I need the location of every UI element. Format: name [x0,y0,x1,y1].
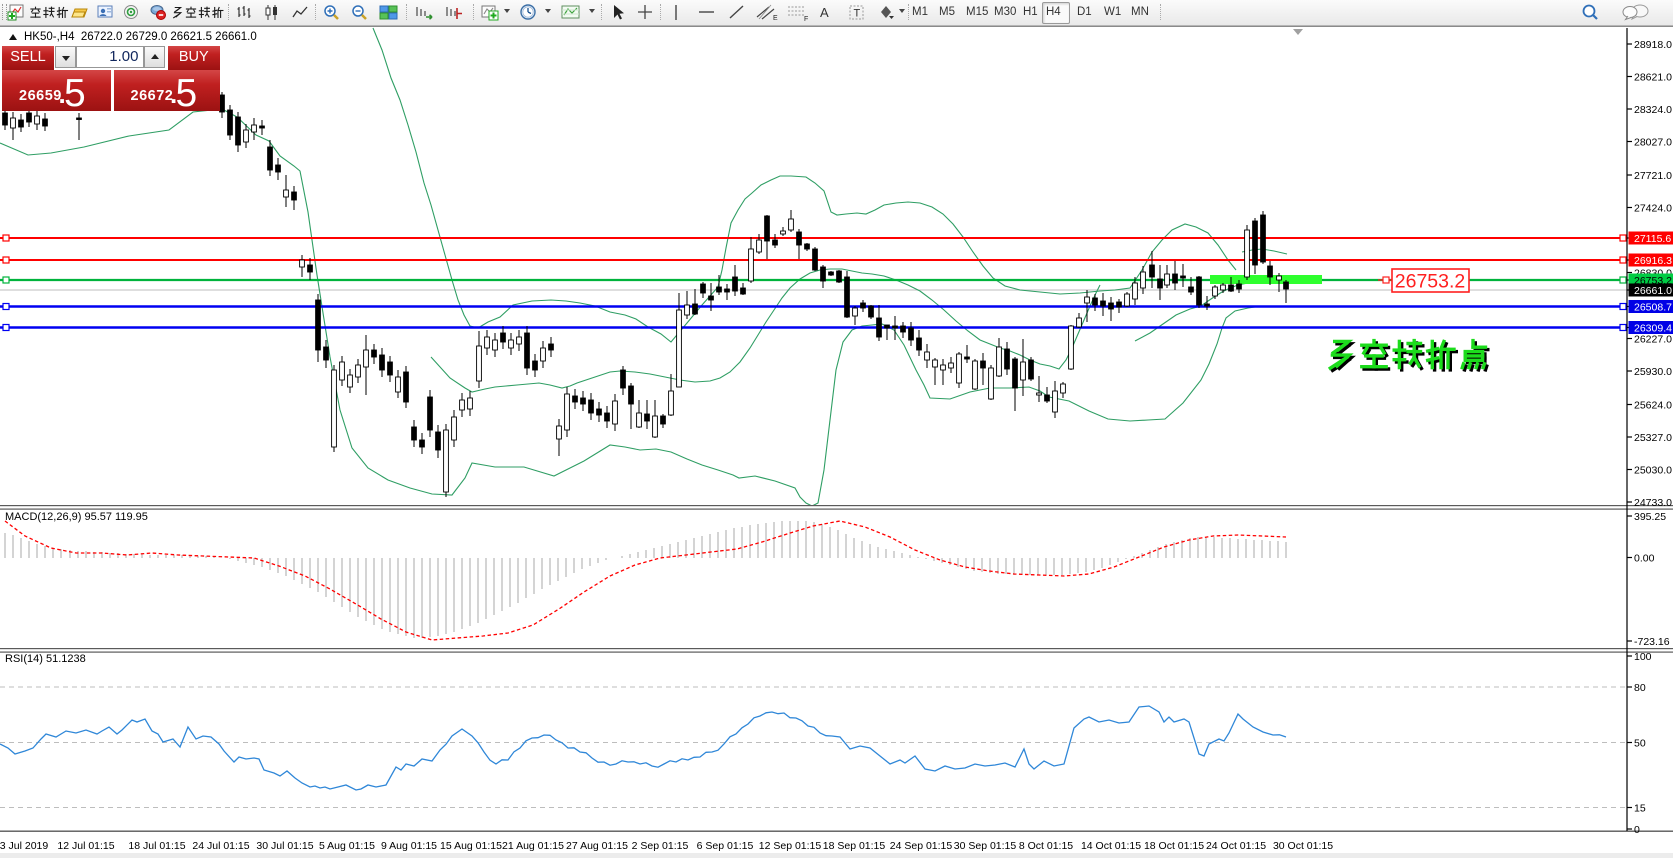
svg-text:24 Oct 01:15: 24 Oct 01:15 [1206,840,1266,852]
svg-text:15: 15 [1634,803,1646,815]
svg-text:26916.3: 26916.3 [1634,255,1672,267]
svg-text:15 Aug 01:15: 15 Aug 01:15 [440,840,502,852]
svg-text:18 Sep 01:15: 18 Sep 01:15 [823,840,886,852]
svg-text:27 Aug 01:15: 27 Aug 01:15 [566,840,628,852]
svg-text:25327.0: 25327.0 [1634,432,1672,444]
svg-text:30 Jul 01:15: 30 Jul 01:15 [256,840,313,852]
svg-text:24 Jul 01:15: 24 Jul 01:15 [192,840,249,852]
svg-text:26661.0: 26661.0 [1634,285,1672,297]
svg-text:0: 0 [1634,824,1640,836]
svg-text:24733.0: 24733.0 [1634,497,1672,509]
svg-text:8 Oct 01:15: 8 Oct 01:15 [1019,840,1073,852]
svg-text:6 Sep 01:15: 6 Sep 01:15 [697,840,754,852]
svg-text:27721.0: 27721.0 [1634,170,1672,182]
svg-text:100: 100 [1634,651,1652,663]
svg-text:12 Jul 01:15: 12 Jul 01:15 [57,840,114,852]
svg-text:25624.0: 25624.0 [1634,400,1672,412]
svg-text:-723.16: -723.16 [1634,636,1670,648]
svg-text:25030.0: 25030.0 [1634,465,1672,477]
svg-text:RSI(14) 51.1238: RSI(14) 51.1238 [5,653,86,665]
svg-text:28918.0: 28918.0 [1634,39,1672,51]
svg-text:50: 50 [1634,738,1646,750]
svg-text:12 Sep 01:15: 12 Sep 01:15 [759,840,822,852]
svg-text:26309.4: 26309.4 [1634,323,1672,335]
svg-text:26227.0: 26227.0 [1634,334,1672,346]
svg-text:21 Aug 01:15: 21 Aug 01:15 [502,840,564,852]
svg-text:28621.0: 28621.0 [1634,72,1672,84]
svg-text:27115.6: 27115.6 [1634,233,1671,245]
svg-text:T: T [854,8,861,20]
svg-text:E: E [773,15,778,22]
svg-text:F: F [804,16,808,22]
svg-text:25930.0: 25930.0 [1634,366,1672,378]
svg-text:28324.0: 28324.0 [1634,104,1672,116]
svg-text:30 Oct 01:15: 30 Oct 01:15 [1273,840,1333,852]
svg-text:18 Jul 01:15: 18 Jul 01:15 [128,840,185,852]
svg-text:26508.7: 26508.7 [1634,302,1672,314]
svg-text:80: 80 [1634,682,1646,694]
svg-text:18 Oct 01:15: 18 Oct 01:15 [1144,840,1204,852]
svg-text:30 Sep 01:15: 30 Sep 01:15 [954,840,1017,852]
svg-text:3 Jul 2019: 3 Jul 2019 [0,840,48,852]
svg-text:9 Aug 01:15: 9 Aug 01:15 [381,840,437,852]
svg-text:2 Sep 01:15: 2 Sep 01:15 [632,840,689,852]
svg-text:28027.0: 28027.0 [1634,137,1672,149]
svg-text:27424.0: 27424.0 [1634,203,1672,215]
svg-text:5 Aug 01:15: 5 Aug 01:15 [319,840,375,852]
svg-text:0.00: 0.00 [1634,553,1655,565]
svg-text:24 Sep 01:15: 24 Sep 01:15 [890,840,953,852]
svg-text:MACD(12,26,9) 95.57 119.95: MACD(12,26,9) 95.57 119.95 [5,511,148,523]
svg-text:395.25: 395.25 [1634,511,1666,523]
svg-text:26753.2: 26753.2 [1395,271,1466,293]
svg-text:14 Oct 01:15: 14 Oct 01:15 [1081,840,1141,852]
